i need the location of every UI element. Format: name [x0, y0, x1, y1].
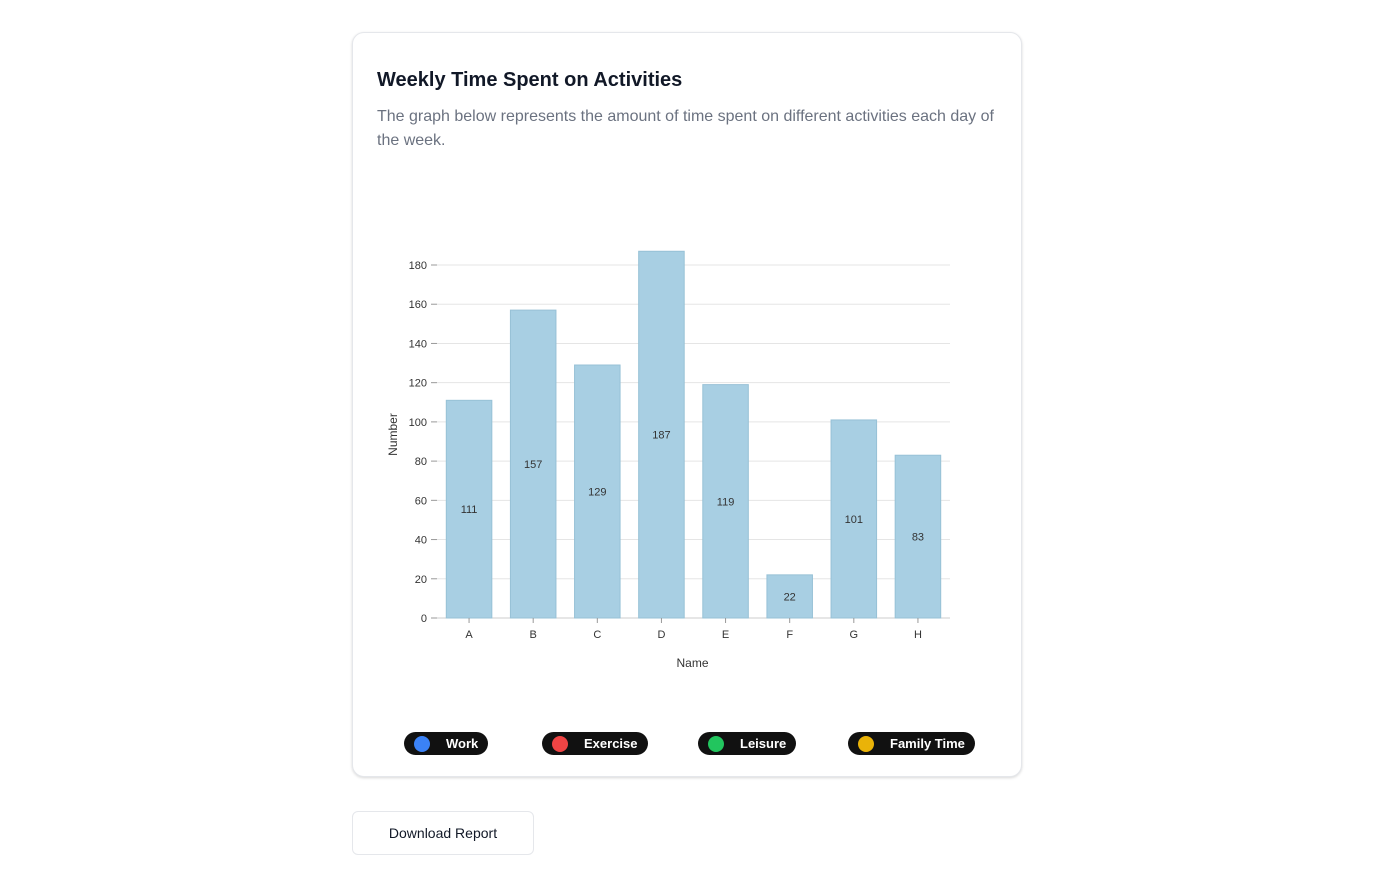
- y-tick-label: 120: [409, 378, 427, 390]
- bar-E[interactable]: [702, 384, 749, 619]
- download-report-button[interactable]: Download Report: [352, 811, 534, 855]
- legend-label: Leisure: [740, 736, 787, 751]
- bar-value-label: 83: [912, 532, 924, 544]
- card-description: The graph below represents the amount of…: [377, 108, 994, 149]
- bar-A[interactable]: [445, 399, 493, 619]
- legend-swatch: [708, 735, 724, 752]
- bar-value-label: 101: [845, 514, 863, 526]
- x-tick-label: H: [914, 629, 922, 641]
- chart-card: Weekly Time Spent on Activities The grap…: [352, 32, 1022, 777]
- y-tick-label: 160: [409, 299, 427, 311]
- y-tick-label: 0: [421, 613, 427, 625]
- bar-value-label: 22: [784, 591, 796, 603]
- legend-item-work[interactable]: Work: [404, 732, 489, 755]
- card-title: Weekly Time Spent on Activities: [377, 69, 683, 91]
- y-tick-label: 40: [415, 535, 427, 547]
- bar-value-label: 119: [717, 496, 735, 508]
- bar-chart: 0 20 40 60 80 100 120 140 160 180 111 157 129 187 119…: [386, 250, 950, 670]
- y-tick-label: 100: [409, 417, 427, 429]
- y-axis-ticks: 0 20 40 60 80 100 120 140 160 180: [409, 260, 437, 625]
- legend-label: Exercise: [584, 736, 638, 751]
- y-tick-label: 60: [415, 495, 427, 507]
- legend-label: Work: [446, 736, 479, 751]
- legend-swatch: [552, 735, 568, 752]
- bar-G[interactable]: [830, 419, 878, 619]
- bar-value-label: 187: [652, 430, 670, 442]
- legend-item-leisure[interactable]: Leisure: [698, 732, 797, 755]
- legend-item-family-time[interactable]: Family Time: [848, 732, 975, 755]
- legend-item-exercise[interactable]: Exercise: [542, 732, 648, 755]
- x-tick-label: C: [593, 629, 601, 641]
- x-axis-ticks: A B C D E F G H: [465, 618, 922, 641]
- legend-swatch: [858, 735, 874, 752]
- bar-H[interactable]: [894, 454, 942, 619]
- y-tick-label: 80: [415, 456, 427, 468]
- legend-swatch: [414, 735, 430, 752]
- legend-label: Family Time: [890, 736, 965, 751]
- x-tick-label: D: [657, 629, 665, 641]
- y-tick-label: 20: [415, 574, 427, 586]
- x-tick-label: A: [465, 629, 473, 641]
- bar-value-label: 129: [588, 487, 606, 499]
- bar-value-label: 111: [461, 504, 478, 516]
- bar-D[interactable]: [638, 250, 685, 619]
- x-tick-label: G: [850, 629, 859, 641]
- y-tick-label: 180: [409, 260, 427, 272]
- bar-value-label: 157: [524, 459, 542, 471]
- x-tick-label: F: [786, 629, 793, 641]
- x-tick-label: B: [530, 629, 537, 641]
- bar-F[interactable]: [766, 574, 813, 619]
- y-axis-title: Number: [386, 413, 400, 456]
- y-tick-label: 140: [409, 338, 427, 350]
- x-tick-label: E: [722, 629, 729, 641]
- bars: 111 157 129 187 119 22 101 83: [445, 250, 942, 619]
- x-axis-title: Name: [676, 656, 708, 670]
